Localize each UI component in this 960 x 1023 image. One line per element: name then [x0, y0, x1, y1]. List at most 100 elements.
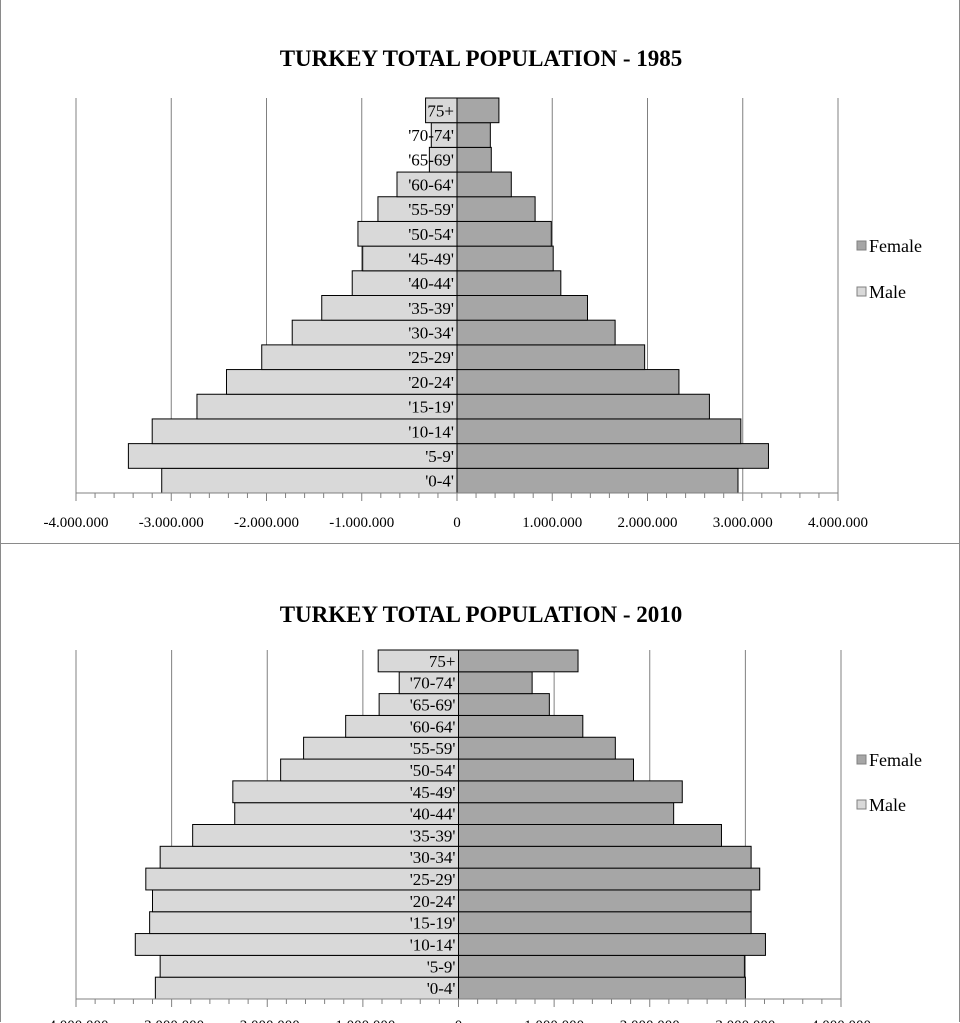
female-bar — [456, 270, 562, 296]
population-pyramid-1985: TURKEY TOTAL POPULATION - 1985 '0-4' '5-9'… — [44, 46, 922, 531]
category-label: '20-24' — [410, 892, 456, 911]
female-bar — [458, 867, 761, 891]
male-bar — [159, 954, 459, 978]
category-label: '50-54' — [410, 761, 456, 780]
x-tick-label: 1.000.000 — [524, 1018, 584, 1023]
x-tick-label: 3.000.000 — [713, 515, 773, 531]
female-bar — [456, 97, 500, 124]
category-label: '0-4' — [427, 979, 456, 998]
female-bar — [458, 693, 550, 716]
female-bar — [456, 319, 616, 346]
male-bar — [161, 467, 458, 494]
category-label: '40-44' — [408, 274, 454, 293]
female-bar — [458, 976, 746, 1000]
x-tick-label: 0 — [453, 515, 461, 531]
x-tick-label: -1.000.000 — [329, 515, 394, 531]
legend-label-female: Female — [869, 750, 922, 770]
legend-label-male: Male — [869, 795, 906, 815]
x-tick-label: -3.000.000 — [139, 515, 204, 531]
female-bar — [456, 418, 742, 445]
chart-panel-1985: TURKEY TOTAL POPULATION - 1985 '0-4' '5-9'… — [0, 0, 960, 544]
category-label: '25-29' — [410, 870, 456, 889]
category-label: '35-39' — [410, 826, 456, 845]
category-label: '5-9' — [425, 447, 454, 466]
category-label: '40-44' — [410, 805, 456, 824]
female-bar — [458, 736, 616, 760]
category-label: '15-19' — [408, 398, 454, 417]
category-label: '30-34' — [410, 848, 456, 867]
x-tick-label: 0 — [455, 1018, 463, 1023]
category-label: '10-14' — [408, 422, 454, 441]
x-tick-label: -4.000.000 — [44, 1018, 109, 1023]
category-label: 75+ — [429, 652, 456, 671]
x-tick-label: -2.000.000 — [235, 1018, 300, 1023]
chart-panel-2010: TURKEY TOTAL POPULATION - 2010 '0-4' '5-9'… — [0, 543, 960, 1023]
female-bar — [456, 245, 554, 272]
chart-title: TURKEY TOTAL POPULATION - 1985 — [280, 46, 683, 71]
x-tick-label: -1.000.000 — [330, 1018, 395, 1023]
female-bar — [456, 220, 552, 247]
male-bar — [377, 196, 458, 222]
female-bar — [458, 802, 675, 825]
female-bar — [456, 122, 491, 148]
female-bar — [458, 954, 745, 978]
female-bar — [456, 393, 710, 420]
male-bar — [154, 976, 459, 1000]
female-bar — [458, 758, 634, 782]
female-bar — [456, 369, 680, 395]
female-bar — [458, 780, 683, 804]
female-bar — [456, 196, 536, 222]
female-bar — [458, 911, 752, 935]
category-label: '35-39' — [408, 299, 454, 318]
category-label: '70-74' — [408, 126, 454, 145]
female-bar — [458, 671, 533, 695]
female-bar — [456, 443, 769, 469]
category-label: '60-64' — [410, 717, 456, 736]
male-bar — [357, 220, 458, 247]
category-label: '70-74' — [410, 674, 456, 693]
category-label: '20-24' — [408, 373, 454, 392]
category-label: '5-9' — [427, 957, 456, 976]
category-label: '55-59' — [410, 739, 456, 758]
male-bar — [127, 443, 458, 469]
x-tick-label: 3.000.000 — [715, 1018, 775, 1023]
legend-swatch-male — [856, 286, 867, 297]
legend-swatch-female — [856, 754, 867, 765]
male-bar — [321, 295, 458, 321]
female-bar — [458, 714, 584, 738]
category-label: '30-34' — [408, 324, 454, 343]
category-label: '65-69' — [410, 696, 456, 715]
female-bar — [456, 344, 646, 371]
female-bar — [456, 295, 588, 321]
x-tick-label: 2.000.000 — [618, 515, 678, 531]
x-tick-label: 2.000.000 — [620, 1018, 680, 1023]
male-bar — [362, 245, 458, 272]
x-tick-label: -3.000.000 — [139, 1018, 204, 1023]
legend-label-male: Male — [869, 282, 906, 302]
female-bar — [456, 171, 512, 198]
category-label: '55-59' — [408, 200, 454, 219]
category-label: '15-19' — [410, 914, 456, 933]
category-label: '45-49' — [408, 249, 454, 268]
male-bar — [196, 393, 458, 420]
category-label: '60-64' — [408, 175, 454, 194]
category-label: '10-14' — [410, 935, 456, 954]
category-label: '65-69' — [408, 151, 454, 170]
category-label: 75+ — [427, 101, 454, 120]
legend-label-female: Female — [869, 236, 922, 256]
male-bar — [396, 171, 458, 198]
category-label: '25-29' — [408, 348, 454, 367]
female-bar — [458, 649, 579, 673]
male-bar — [377, 649, 459, 673]
category-label: '45-49' — [410, 783, 456, 802]
population-pyramid-2010: TURKEY TOTAL POPULATION - 2010 '0-4' '5-9'… — [44, 602, 922, 1023]
female-bar — [458, 824, 722, 847]
category-label: '0-4' — [425, 472, 454, 491]
female-bar — [456, 467, 739, 494]
male-bar — [151, 418, 458, 445]
x-tick-label: -2.000.000 — [234, 515, 299, 531]
female-bar — [456, 146, 492, 173]
chart-title: TURKEY TOTAL POPULATION - 2010 — [280, 602, 683, 627]
female-bar — [458, 845, 752, 869]
male-bar — [425, 97, 458, 124]
